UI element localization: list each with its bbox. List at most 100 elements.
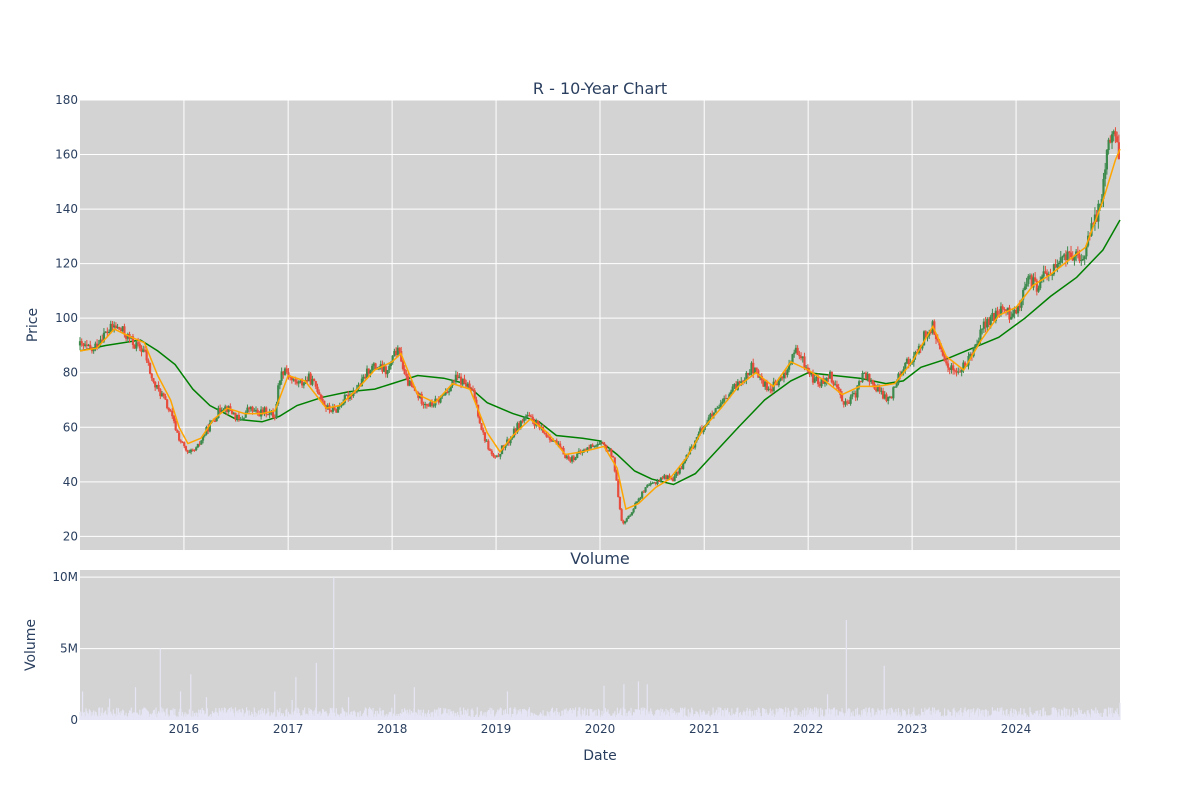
candle-body [277, 385, 280, 404]
volume-bar [220, 712, 222, 720]
volume-bar [245, 712, 247, 720]
volume-bar [378, 714, 380, 720]
candle-body [275, 403, 278, 419]
volume-bar [606, 711, 608, 720]
volume-bar [264, 715, 266, 720]
volume-bar [504, 709, 507, 720]
candle-body [309, 373, 312, 385]
volume-bar [968, 716, 970, 720]
volume-bar [368, 708, 370, 720]
candle-body [131, 336, 135, 345]
volume-bar [275, 716, 277, 720]
volume-bar [501, 714, 503, 720]
volume-bar [668, 711, 670, 720]
volume-bar [864, 711, 866, 720]
volume-bar [130, 707, 132, 720]
volume-bar [320, 715, 322, 720]
volume-bar [872, 708, 874, 720]
candle-body [929, 331, 933, 333]
volume-bar [111, 713, 113, 720]
volume-bar [321, 713, 323, 720]
volume-bar [113, 713, 115, 720]
volume-bar [527, 709, 530, 720]
volume-bar [178, 711, 180, 720]
volume-bar [482, 714, 484, 720]
volume-bar [892, 713, 894, 720]
volume-bar [419, 715, 421, 720]
volume-bar [355, 716, 357, 720]
candle-body [668, 475, 671, 478]
candle-body [335, 409, 338, 413]
volume-bar [579, 707, 581, 720]
volume-bar [410, 710, 413, 720]
volume-bar [278, 711, 280, 720]
candle-body [574, 457, 577, 460]
volume-bar [354, 712, 356, 720]
volume-bar [548, 712, 550, 720]
volume-bar [257, 715, 259, 720]
volume-bar [480, 711, 482, 720]
volume-bar [169, 715, 171, 720]
volume-bar [838, 715, 840, 720]
volume-bar [981, 709, 983, 720]
candle-body [1006, 307, 1009, 311]
volume-bar [83, 712, 85, 720]
volume-spike-bar [134, 687, 137, 720]
volume-bar [88, 709, 90, 720]
candle-body [699, 428, 702, 434]
candle-body [1107, 139, 1110, 151]
candle-body [490, 450, 493, 455]
candle-body [446, 391, 449, 393]
candle-body [940, 345, 943, 350]
candle-body [904, 362, 907, 370]
volume-bar [140, 714, 143, 720]
volume-bar [1052, 707, 1054, 720]
volume-bar [1008, 714, 1010, 720]
candle-body [147, 360, 150, 363]
candle-body [545, 434, 548, 437]
volume-bar [908, 708, 910, 720]
volume-bar [844, 712, 847, 720]
candle-body [589, 444, 592, 449]
volume-bar [222, 712, 225, 720]
volume-bar [557, 714, 560, 720]
candle-body [398, 347, 401, 352]
candle-body [1034, 277, 1037, 281]
volume-bar [306, 713, 308, 720]
candle-body [711, 413, 714, 416]
candle-body [444, 391, 447, 395]
candle-body [649, 483, 652, 485]
volume-bar [469, 717, 472, 720]
volume-bar [728, 711, 730, 720]
price-y-tick-label: 60 [63, 420, 78, 434]
volume-bar [939, 712, 941, 720]
candle-body [588, 447, 591, 449]
volume-bar [786, 712, 788, 720]
volume-bar [1036, 711, 1038, 720]
candle-body [1112, 131, 1115, 135]
volume-bar [158, 712, 161, 720]
volume-bar [791, 711, 793, 720]
candle-body [776, 383, 779, 386]
volume-bar [914, 714, 916, 720]
volume-bar [897, 708, 900, 720]
candle-body [1080, 260, 1083, 262]
x-tick-label: 2016 [169, 722, 200, 736]
volume-bar [376, 710, 378, 720]
volume-bar [82, 712, 85, 720]
volume-bar [591, 709, 593, 720]
candle-body [189, 449, 193, 452]
volume-bar [1097, 712, 1099, 720]
candle-body [94, 343, 97, 348]
volume-spike-bar [291, 700, 293, 720]
volume-bar [755, 715, 757, 720]
volume-bar [133, 712, 135, 720]
volume-bar [556, 711, 559, 720]
candle-body [164, 396, 167, 400]
volume-bar [498, 709, 501, 720]
volume-bar [644, 715, 647, 720]
volume-bar [858, 714, 860, 720]
volume-bar [913, 707, 915, 720]
volume-bar [545, 716, 548, 720]
volume-bar [107, 707, 109, 720]
